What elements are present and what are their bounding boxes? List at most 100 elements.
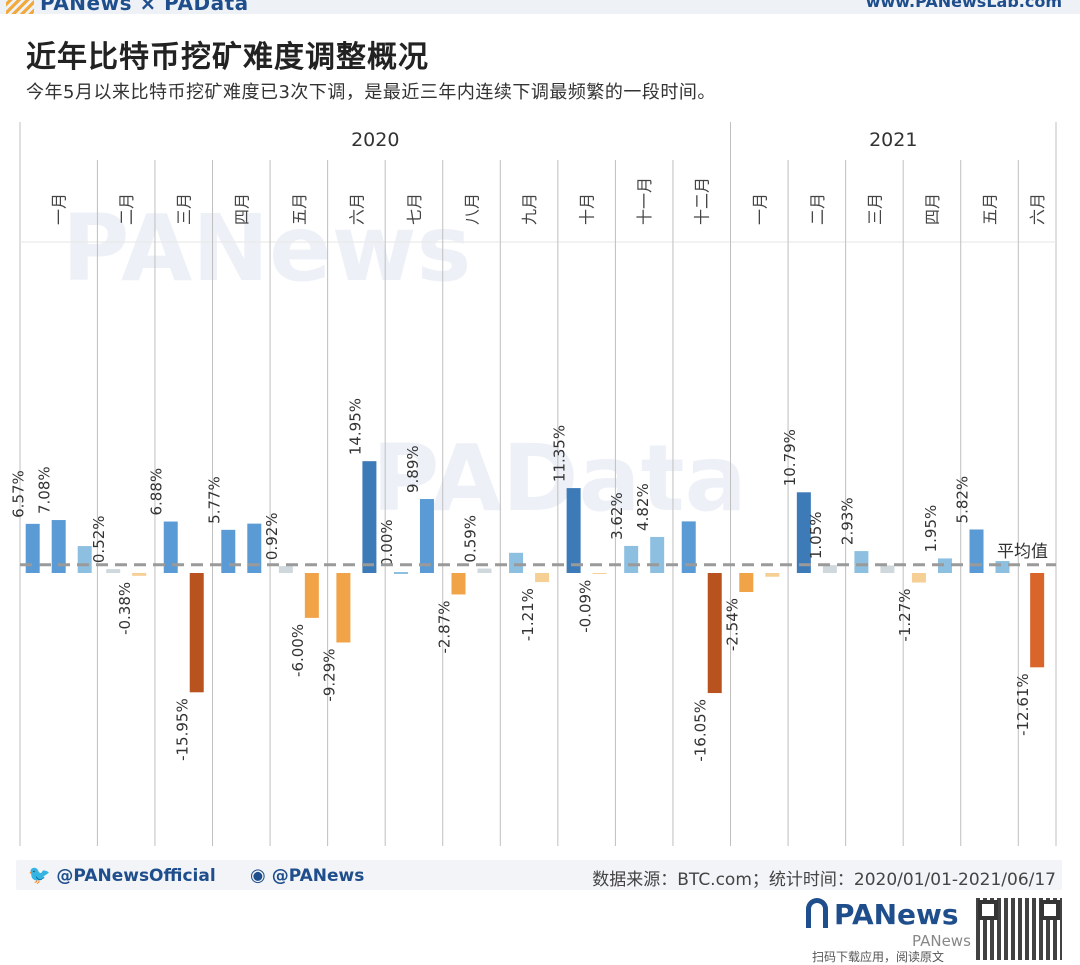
data-label: 0.00% <box>378 519 396 567</box>
data-label: 5.82% <box>954 476 972 524</box>
bar <box>247 523 262 573</box>
data-label: -2.54% <box>723 598 741 651</box>
data-label: 14.95% <box>346 398 364 455</box>
bar <box>681 521 696 573</box>
download-hint: 扫码下载应用，阅读原文 <box>812 950 945 964</box>
chart-title: 近年比特币挖矿难度调整概况 <box>26 40 429 75</box>
bar <box>163 521 178 573</box>
data-label: 11.35% <box>551 425 569 482</box>
brand-stripes-icon <box>6 0 34 14</box>
data-label: 9.89% <box>404 445 422 493</box>
month-label: 四月 <box>232 193 251 225</box>
month-label: 三月 <box>865 193 884 225</box>
weibo-handle[interactable]: ◉ @PANews <box>250 865 365 886</box>
footer-bar: 🐦 @PANewsOfficial ◉ @PANews 数据来源：BTC.com；统… <box>16 860 1062 890</box>
data-label: -9.29% <box>320 648 338 701</box>
qr-code[interactable] <box>976 898 1062 960</box>
month-label: 八月 <box>463 193 482 225</box>
bar <box>278 566 293 573</box>
data-label: 3.62% <box>608 492 626 540</box>
month-label: 九月 <box>520 193 539 225</box>
data-label: 2.93% <box>838 497 856 545</box>
bar <box>393 572 408 574</box>
bar <box>304 573 319 618</box>
data-label: 7.08% <box>36 466 54 514</box>
data-label: 6.88% <box>148 468 166 516</box>
bar <box>509 552 524 573</box>
bar <box>969 529 984 573</box>
month-label: 十一月 <box>635 177 654 225</box>
average-label: 平均值 <box>997 542 1048 562</box>
bar <box>822 565 837 573</box>
data-label: 4.82% <box>634 483 652 531</box>
month-label: 六月 <box>1028 193 1047 225</box>
weibo-icon: ◉ <box>250 865 266 886</box>
bar <box>535 573 550 583</box>
bar <box>880 565 895 573</box>
bar <box>419 499 434 573</box>
bar <box>854 551 869 573</box>
bar <box>911 573 926 583</box>
bar <box>707 573 722 694</box>
panews-logo: PANews <box>806 898 959 931</box>
month-label: 十月 <box>578 193 597 225</box>
data-source: 数据来源：BTC.com；统计时间：2020/01/01-2021/06/17 <box>592 870 1056 890</box>
data-label: 1.95% <box>922 505 940 553</box>
data-label: 6.57% <box>10 470 28 518</box>
month-label: 七月 <box>405 193 424 225</box>
data-label: 5.77% <box>205 476 223 524</box>
chart-subtitle: 今年5月以来比特币挖矿难度已3次下调，是最近三年内连续下调最频繁的一段时间。 <box>26 82 716 103</box>
bar <box>592 573 607 574</box>
bar <box>796 492 811 573</box>
month-label: 四月 <box>923 193 942 225</box>
data-label: -6.00% <box>289 624 307 677</box>
bar <box>624 545 639 573</box>
data-label: 10.79% <box>781 429 799 486</box>
bar <box>221 529 236 573</box>
month-label: 五月 <box>981 193 1000 225</box>
bar <box>765 573 780 577</box>
bar <box>132 573 147 576</box>
year-label-2020: 2020 <box>351 129 399 151</box>
data-label: -12.61% <box>1014 673 1032 736</box>
bar <box>566 488 581 573</box>
data-label: -0.09% <box>577 580 595 633</box>
month-label: 二月 <box>808 193 827 225</box>
bar <box>189 573 204 693</box>
month-label: 六月 <box>347 193 366 225</box>
bar <box>25 523 40 573</box>
bar <box>451 573 466 595</box>
difficulty-bar-chart: PANewsPAData 2020 2021一月 二月 三月 四月 五月 六月 七月 八月 九月十… <box>10 122 1057 846</box>
data-label: 1.05% <box>807 511 825 559</box>
data-label: -1.27% <box>896 588 914 641</box>
month-label: 三月 <box>175 193 194 225</box>
site-url: www.PANewsLab.com <box>865 0 1062 11</box>
month-label: 五月 <box>290 193 309 225</box>
data-label: 0.92% <box>263 512 281 560</box>
bar <box>106 569 121 573</box>
bar <box>477 568 492 573</box>
bar <box>362 461 377 573</box>
bar <box>739 573 754 592</box>
panews-logo-icon <box>806 898 828 928</box>
month-label: 二月 <box>117 193 136 225</box>
twitter-handle[interactable]: 🐦 @PANewsOfficial <box>28 865 216 886</box>
data-label: 0.59% <box>462 515 480 563</box>
bar <box>1030 573 1045 668</box>
month-label: 一月 <box>750 193 769 225</box>
bar <box>937 558 952 573</box>
month-label: 一月 <box>50 193 69 225</box>
bar <box>336 573 351 643</box>
year-label-2021: 2021 <box>869 129 917 151</box>
data-label: -0.38% <box>116 582 134 635</box>
bar <box>995 561 1010 573</box>
data-label: -2.87% <box>436 600 454 653</box>
top-banner: PANews × PAData www.PANewsLab.com <box>0 0 1080 14</box>
data-label: -15.95% <box>174 698 192 761</box>
month-label: 十二月 <box>693 177 712 225</box>
data-label: 0.52% <box>90 515 108 563</box>
brand-name: PANews × PAData <box>40 0 249 14</box>
bar <box>650 536 665 573</box>
data-label: -16.05% <box>692 699 710 762</box>
watermark-panews: PANews <box>62 195 471 302</box>
